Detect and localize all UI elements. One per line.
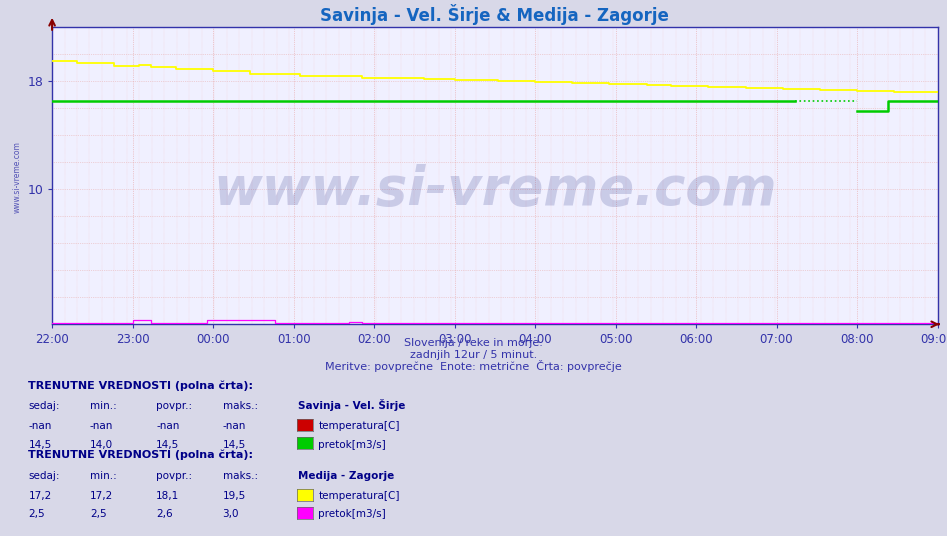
Text: temperatura[C]: temperatura[C] [318,491,400,501]
Text: 17,2: 17,2 [90,491,114,501]
Text: 14,5: 14,5 [223,440,246,450]
Text: maks.:: maks.: [223,471,258,481]
Text: -nan: -nan [90,421,114,431]
Text: 18,1: 18,1 [156,491,180,501]
Text: pretok[m3/s]: pretok[m3/s] [318,440,386,450]
Text: sedaj:: sedaj: [28,471,60,481]
Text: 19,5: 19,5 [223,491,246,501]
Text: povpr.:: povpr.: [156,401,192,411]
Text: 17,2: 17,2 [28,491,52,501]
Text: TRENUTNE VREDNOSTI (polna črta):: TRENUTNE VREDNOSTI (polna črta): [28,380,254,391]
Text: Savinja - Vel. Širje: Savinja - Vel. Širje [298,399,405,411]
Text: temperatura[C]: temperatura[C] [318,421,400,431]
Text: TRENUTNE VREDNOSTI (polna črta):: TRENUTNE VREDNOSTI (polna črta): [28,450,254,460]
Text: Slovenija / reke in morje.: Slovenija / reke in morje. [404,338,543,348]
Text: Meritve: povprečne  Enote: metrične  Črta: povprečje: Meritve: povprečne Enote: metrične Črta:… [325,360,622,372]
Text: pretok[m3/s]: pretok[m3/s] [318,509,386,519]
Text: povpr.:: povpr.: [156,471,192,481]
Title: Savinja - Vel. Širje & Medija - Zagorje: Savinja - Vel. Širje & Medija - Zagorje [320,4,670,25]
Text: 3,0: 3,0 [223,509,239,519]
Text: www.si-vreme.com: www.si-vreme.com [12,141,22,213]
Text: maks.:: maks.: [223,401,258,411]
Text: -nan: -nan [156,421,180,431]
Text: 14,0: 14,0 [90,440,113,450]
Text: 14,5: 14,5 [156,440,180,450]
Text: 2,5: 2,5 [90,509,107,519]
Text: -nan: -nan [28,421,52,431]
Text: -nan: -nan [223,421,246,431]
Text: sedaj:: sedaj: [28,401,60,411]
Text: min.:: min.: [90,471,116,481]
Text: 14,5: 14,5 [28,440,52,450]
Text: 2,5: 2,5 [28,509,45,519]
Text: www.si-vreme.com: www.si-vreme.com [213,165,777,217]
Text: Medija - Zagorje: Medija - Zagorje [298,471,395,481]
Text: 2,6: 2,6 [156,509,173,519]
Text: zadnjih 12ur / 5 minut.: zadnjih 12ur / 5 minut. [410,349,537,360]
Text: min.:: min.: [90,401,116,411]
